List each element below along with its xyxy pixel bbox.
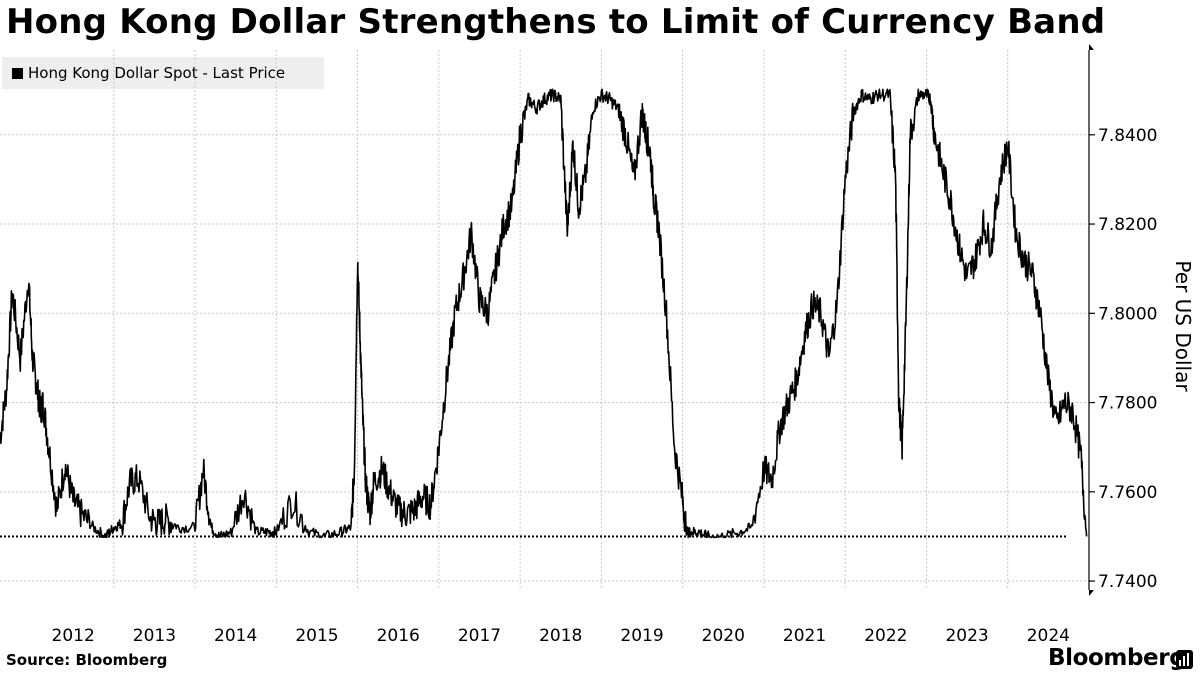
source-note: Source: Bloomberg	[6, 651, 168, 669]
brand-logo-icon	[1176, 650, 1193, 669]
x-tick-label: 2023	[945, 626, 988, 646]
y-tick-label: 7.8400	[1098, 126, 1157, 146]
x-tick-label: 2022	[864, 626, 907, 646]
x-tick-label: 2021	[783, 626, 826, 646]
plot-area	[0, 88, 1088, 539]
y-axis-title: Per US Dollar	[1171, 260, 1195, 392]
y-axis-arrow-bottom	[1089, 590, 1094, 596]
x-tick-label: 2018	[539, 626, 582, 646]
x-tick-label: 2012	[52, 626, 95, 646]
x-tick-label: 2017	[458, 626, 501, 646]
legend: Hong Kong Dollar Spot - Last Price	[2, 57, 324, 89]
series-line-hkd-spot	[0, 88, 1088, 539]
y-tick-label: 7.7600	[1098, 483, 1157, 503]
x-tick-label: 2020	[702, 626, 745, 646]
x-tick-label: 2013	[133, 626, 176, 646]
x-tick-label: 2015	[295, 626, 338, 646]
y-tick-label: 7.7800	[1098, 394, 1157, 414]
y-tick-label: 7.8000	[1098, 304, 1157, 324]
y-tick-label: 7.8200	[1098, 215, 1157, 235]
brand-logo-text: Bloomberg	[1048, 645, 1186, 671]
legend-swatch	[12, 67, 23, 79]
axes	[1088, 44, 1095, 596]
gridlines	[0, 50, 1089, 590]
tick-labels: 7.7400 7.7600 7.7800 7.8000 7.8200 7.8400 2012…	[52, 126, 1158, 646]
y-axis-arrow-top	[1089, 44, 1094, 50]
legend-label: Hong Kong Dollar Spot - Last Price	[28, 64, 286, 82]
x-tick-label: 2014	[214, 626, 257, 646]
x-tick-label: 2016	[377, 626, 420, 646]
chart-title: Hong Kong Dollar Strengthens to Limit of…	[6, 2, 1106, 42]
x-tick-label: 2024	[1027, 626, 1070, 646]
y-tick-label: 7.7400	[1098, 572, 1157, 592]
x-tick-label: 2019	[620, 626, 663, 646]
